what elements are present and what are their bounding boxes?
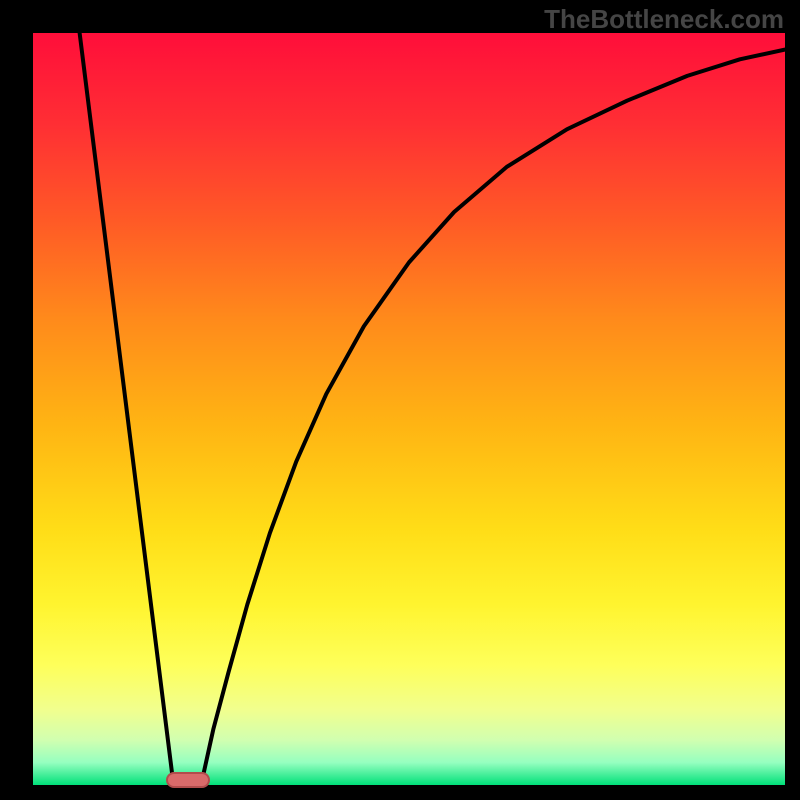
- descending-line: [80, 33, 173, 780]
- plot-area: [33, 33, 785, 785]
- ascending-curve: [202, 50, 785, 780]
- minimum-marker: [166, 772, 210, 788]
- curve-layer: [33, 33, 785, 785]
- watermark-text: TheBottleneck.com: [544, 4, 784, 35]
- chart-container: { "chart": { "type": "line-on-gradient",…: [0, 0, 800, 800]
